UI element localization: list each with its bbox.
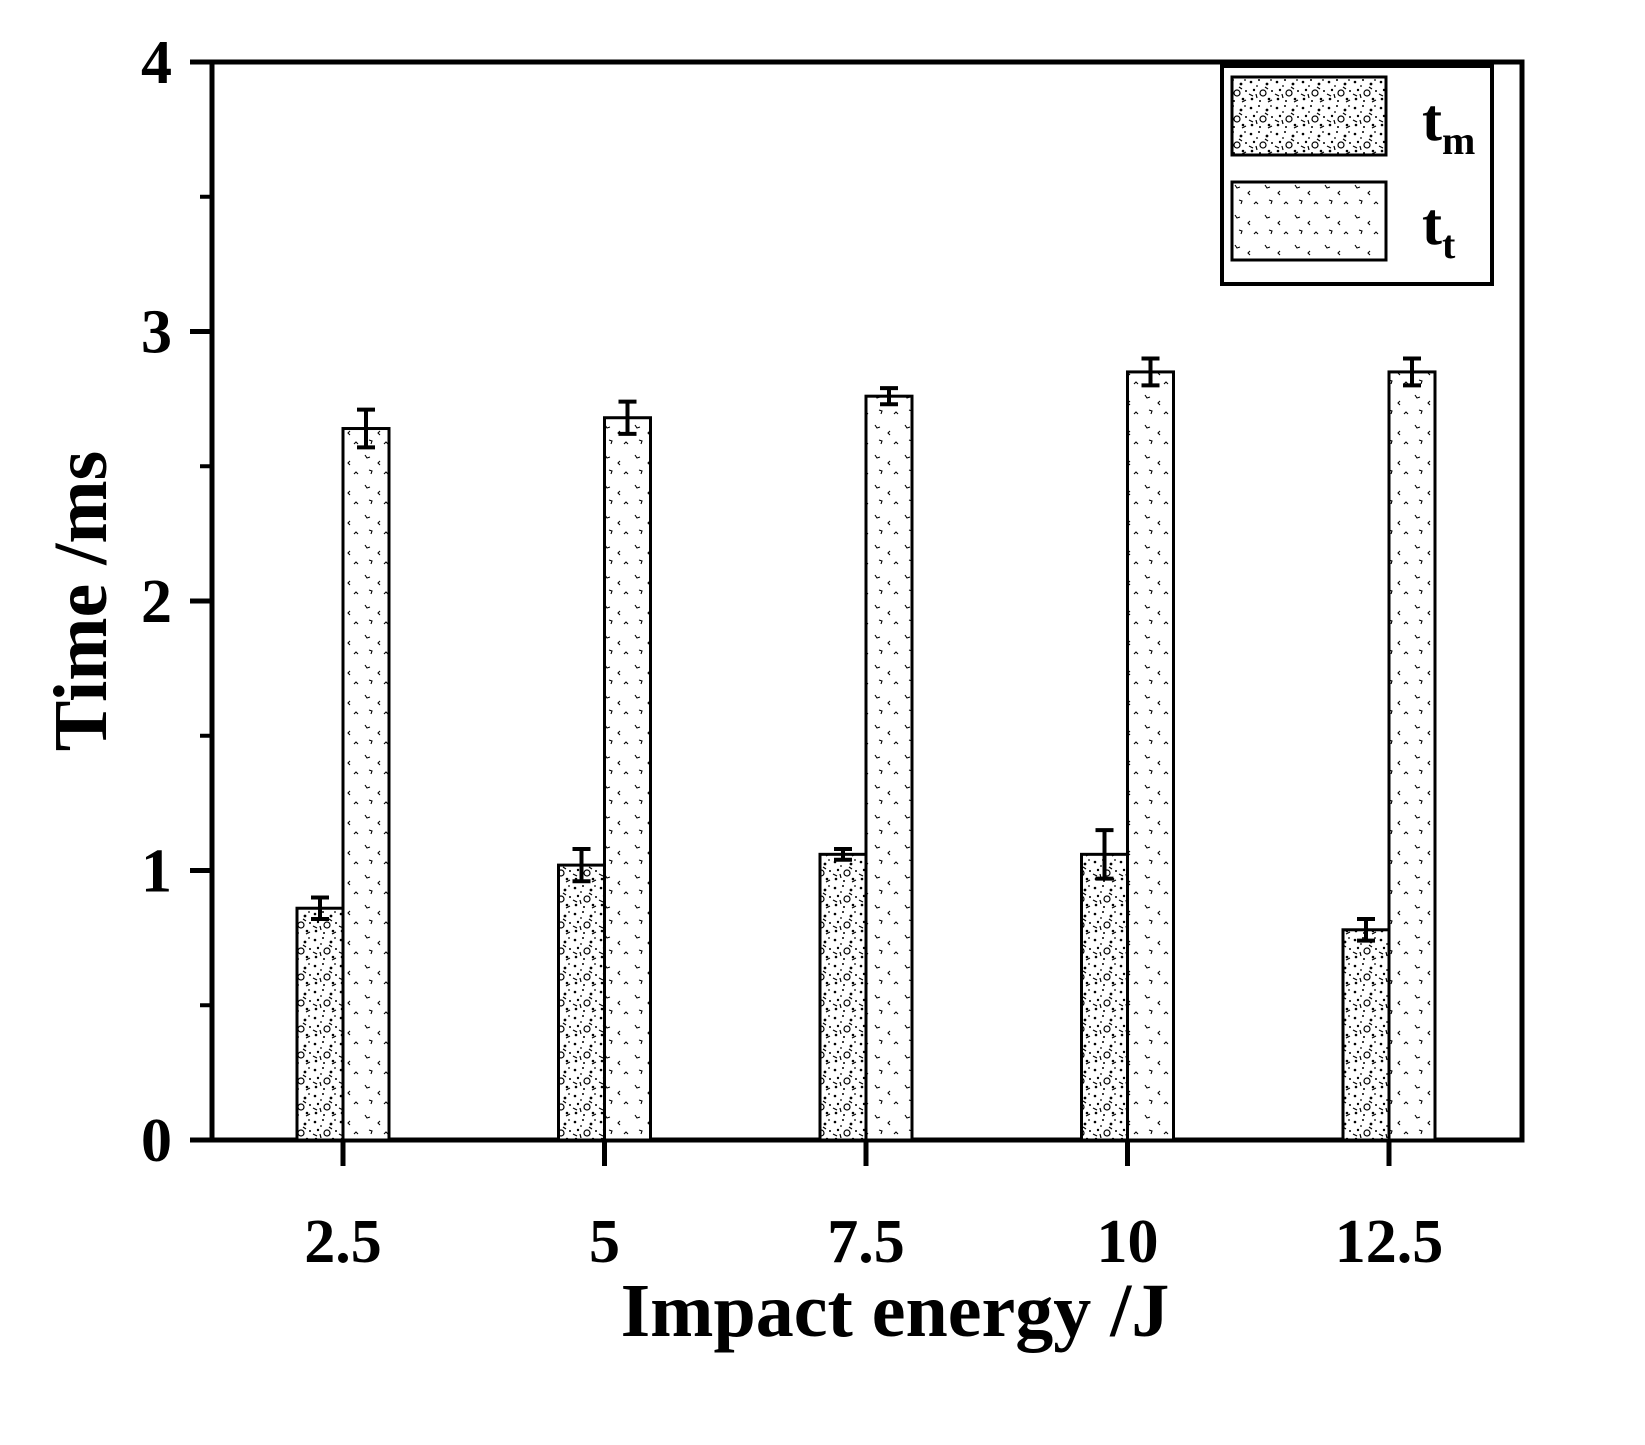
- x-tick-label: 10: [1097, 1208, 1159, 1276]
- y-tick-label: 3: [141, 299, 172, 367]
- y-axis: 0 1 2 3 4: [141, 29, 212, 1175]
- x-tick-label: 5: [589, 1208, 620, 1276]
- bar-tt: [1126, 370, 1175, 1142]
- bar-tt: [1387, 370, 1437, 1142]
- x-tick-label: 12.5: [1335, 1208, 1444, 1276]
- bar-tm: [1341, 928, 1391, 1142]
- y-tick-label: 2: [141, 568, 172, 636]
- bar-tt: [603, 416, 652, 1142]
- x-tick-label: 7.5: [827, 1208, 905, 1276]
- y-tick-label: 4: [141, 29, 172, 97]
- legend-label-tm: tm: [1422, 87, 1475, 163]
- x-tick-label: 2.5: [304, 1208, 382, 1276]
- y-tick-label: 1: [141, 838, 172, 906]
- bar-tm: [818, 852, 868, 1142]
- bar-tm: [557, 863, 606, 1142]
- bar-tm: [1080, 852, 1129, 1142]
- x-axis-title: Impact energy /J: [621, 1269, 1170, 1353]
- y-axis-title: Time /ms: [39, 451, 123, 751]
- bars-group: [295, 356, 1437, 1142]
- bar-tt: [864, 394, 914, 1142]
- legend-swatch-tm: [1230, 75, 1388, 157]
- legend-label-tt: tt: [1422, 191, 1456, 267]
- legend: tm tt: [1220, 64, 1494, 286]
- x-axis: 2.5 5 7.5 10 12.5: [304, 1140, 1443, 1276]
- bar-tm: [295, 906, 345, 1142]
- legend-swatch-tt: [1230, 180, 1388, 262]
- bar-tt: [341, 427, 391, 1142]
- y-tick-label: 0: [141, 1107, 172, 1175]
